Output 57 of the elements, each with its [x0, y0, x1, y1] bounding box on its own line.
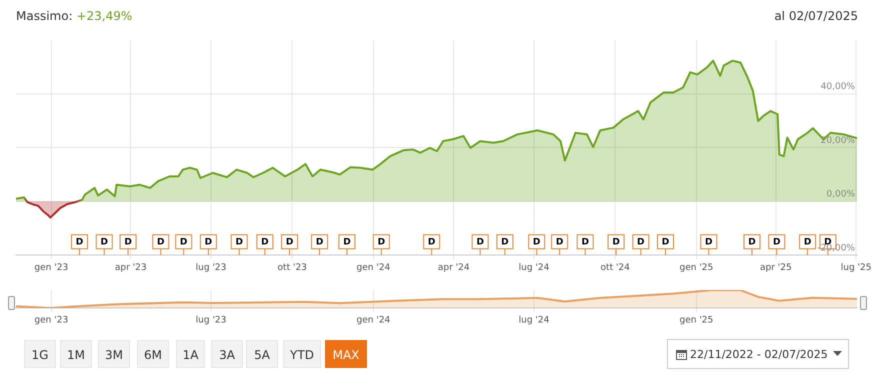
annotation: D — [286, 238, 294, 248]
annotation: D — [532, 238, 540, 248]
annotation: D — [804, 238, 812, 248]
period-button: YTD — [283, 340, 321, 368]
x-tick-label: lug '24 — [518, 316, 550, 326]
annotation: D — [100, 238, 108, 248]
y-tick-label: 0,00% — [826, 190, 856, 200]
annotation: D — [476, 238, 484, 248]
x-tick-label: apr '25 — [760, 262, 792, 273]
annotation: D — [772, 238, 780, 248]
text: +23,49% — [76, 9, 132, 23]
x-tick-label: apr '24 — [438, 262, 470, 273]
x-tick-label: ott '23 — [278, 262, 307, 273]
annotation: D — [501, 238, 509, 248]
period-button: 3A — [211, 340, 243, 368]
period-button: 5A — [246, 340, 278, 368]
x-tick-label: gen '23 — [34, 316, 68, 326]
x-tick-label: lug '25 — [840, 262, 872, 273]
period-button: 6M — [137, 340, 169, 368]
period-button: 1A — [176, 340, 205, 368]
annotation: D — [612, 238, 620, 248]
annotation: D — [76, 238, 84, 248]
annotation: D — [637, 238, 645, 248]
x-tick-label: apr '23 — [114, 262, 147, 273]
y-tick-label: 20,00% — [820, 136, 856, 146]
annotation: D — [204, 238, 212, 248]
x-tick-label: gen '24 — [356, 316, 391, 326]
annotation: D — [156, 238, 164, 248]
x-tick-label: gen '24 — [356, 262, 391, 273]
annotation: D — [662, 238, 670, 248]
period-button: 1G — [24, 340, 56, 368]
annotation: D — [705, 238, 712, 248]
period-button: MAX — [325, 340, 367, 368]
period-button: 1M — [60, 340, 92, 368]
annotation: D — [748, 238, 756, 248]
x-tick-label: lug '24 — [518, 262, 550, 273]
annotation: D — [316, 238, 324, 248]
x-tick-label: lug '23 — [196, 262, 226, 273]
x-tick-label: lug '23 — [196, 316, 226, 326]
text: Massimo: — [16, 9, 74, 23]
annotation: D — [343, 238, 351, 248]
annotation: D — [180, 238, 188, 248]
x-tick-label: ott '24 — [600, 262, 630, 273]
annotation: D — [428, 238, 436, 248]
y-tick-label: 40,00% — [820, 82, 856, 92]
annotation: D — [378, 238, 386, 248]
annotation: D — [261, 238, 269, 248]
date-range-field: 22/11/2022 - 02/07/2025 — [667, 339, 849, 369]
text: al 02/07/2025 — [774, 9, 858, 23]
x-tick-label: gen '25 — [680, 262, 714, 273]
annotation: D — [124, 238, 132, 248]
period-button: 3M — [98, 340, 130, 368]
x-tick-label: gen '23 — [34, 262, 68, 273]
annotation: D — [236, 238, 244, 248]
annotation: D — [581, 238, 589, 248]
annotation: D — [556, 238, 564, 248]
x-tick-label: gen '25 — [680, 316, 714, 326]
